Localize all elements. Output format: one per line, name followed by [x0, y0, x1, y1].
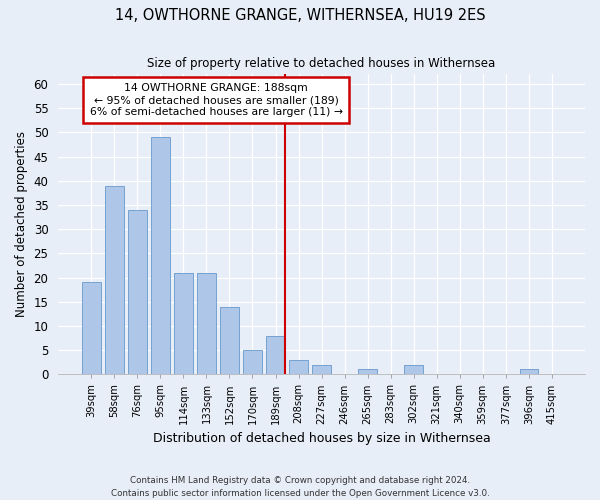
Bar — [128, 210, 146, 374]
Bar — [197, 272, 215, 374]
Bar — [243, 350, 262, 374]
Bar — [289, 360, 308, 374]
Bar — [220, 306, 239, 374]
Bar — [313, 364, 331, 374]
Text: Contains HM Land Registry data © Crown copyright and database right 2024.
Contai: Contains HM Land Registry data © Crown c… — [110, 476, 490, 498]
Bar — [174, 272, 193, 374]
Title: Size of property relative to detached houses in Withernsea: Size of property relative to detached ho… — [148, 58, 496, 70]
Y-axis label: Number of detached properties: Number of detached properties — [15, 132, 28, 318]
Bar — [404, 364, 423, 374]
Text: 14, OWTHORNE GRANGE, WITHERNSEA, HU19 2ES: 14, OWTHORNE GRANGE, WITHERNSEA, HU19 2E… — [115, 8, 485, 22]
Bar — [151, 138, 170, 374]
Text: 14 OWTHORNE GRANGE: 188sqm
← 95% of detached houses are smaller (189)
6% of semi: 14 OWTHORNE GRANGE: 188sqm ← 95% of deta… — [90, 84, 343, 116]
Bar — [520, 370, 538, 374]
Bar — [105, 186, 124, 374]
Bar — [266, 336, 285, 374]
Bar — [82, 282, 101, 374]
X-axis label: Distribution of detached houses by size in Withernsea: Distribution of detached houses by size … — [153, 432, 490, 445]
Bar — [358, 370, 377, 374]
